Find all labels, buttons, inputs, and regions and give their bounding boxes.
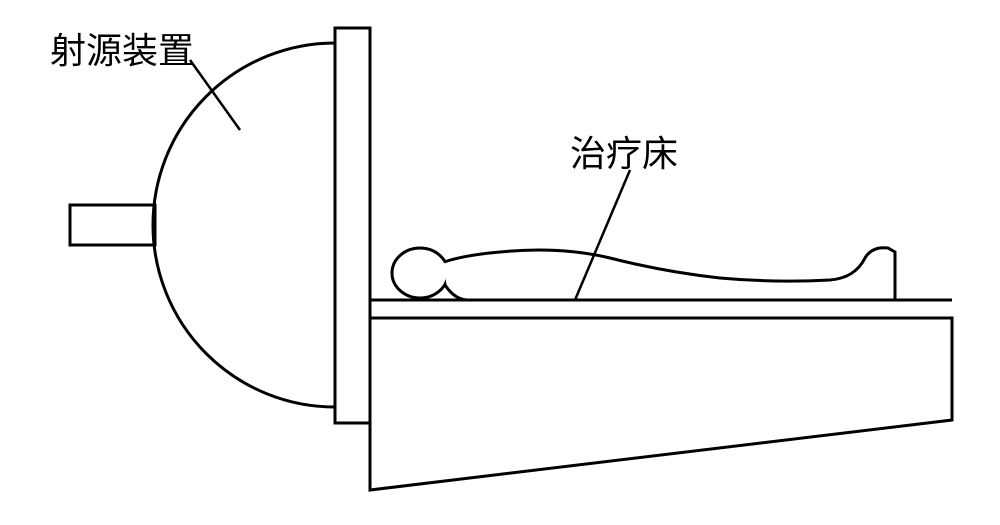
leader-line-source [190,60,240,130]
source-knob [70,205,155,245]
label-source-device: 射源装置 [50,22,194,74]
source-hemisphere [153,43,335,407]
patient-body [444,248,895,300]
table-base-wedge [370,318,952,490]
source-front-plate [335,28,370,423]
diagram-canvas [0,0,1000,525]
patient-head [392,248,448,298]
label-treatment-bed: 治疗床 [570,125,678,177]
